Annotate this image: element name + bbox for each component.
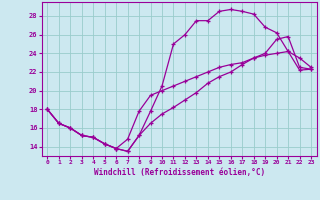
X-axis label: Windchill (Refroidissement éolien,°C): Windchill (Refroidissement éolien,°C) xyxy=(94,168,265,177)
